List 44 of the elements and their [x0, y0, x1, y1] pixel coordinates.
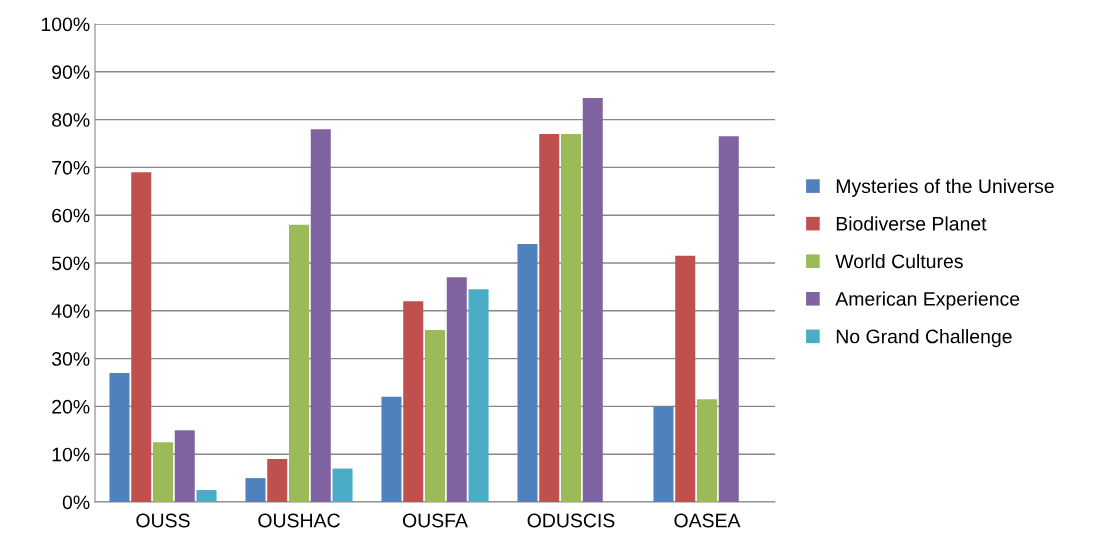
legend-label: World Cultures	[835, 253, 963, 269]
y-tick-label: 40%	[51, 304, 90, 319]
bar	[582, 98, 603, 502]
bar	[288, 224, 310, 502]
y-tick-label: 70%	[52, 160, 90, 175]
bar	[468, 289, 489, 502]
bar	[718, 136, 739, 502]
legend-label: Mysteries of the Universe	[836, 178, 1054, 197]
bar	[196, 490, 217, 502]
y-tick-label: 50%	[52, 256, 90, 271]
x-tick-label: OUSHAC	[258, 513, 340, 528]
bar	[653, 406, 674, 502]
bar	[152, 442, 174, 502]
bar	[560, 133, 582, 502]
bar	[517, 243, 538, 502]
x-tick-label: OASEA	[674, 513, 741, 528]
bar	[174, 430, 195, 502]
y-tick-label: 30%	[51, 352, 90, 366]
y-tick-label: 90%	[52, 65, 90, 80]
y-tick-label: 20%	[52, 399, 90, 414]
bar	[446, 277, 467, 502]
bar	[310, 129, 331, 502]
legend-label: American Experience	[835, 291, 1020, 310]
bar	[539, 133, 560, 502]
bar	[131, 172, 152, 502]
legend-label: No Grand Challenge	[836, 329, 1012, 348]
bar	[332, 468, 353, 502]
legend-label: Biodiverse Planet	[836, 216, 987, 231]
bar	[696, 399, 718, 502]
bar	[381, 396, 402, 502]
bar	[109, 372, 130, 502]
x-tick-label: ODUSCIS	[527, 513, 615, 528]
bar	[245, 478, 266, 502]
bar	[424, 329, 446, 502]
y-tick-label: 0%	[62, 495, 90, 510]
bar	[403, 301, 424, 502]
bar	[267, 458, 288, 502]
y-tick-label: 80%	[52, 113, 90, 127]
y-tick-label: 10%	[52, 447, 90, 462]
x-tick-label: OUSS	[136, 513, 190, 528]
y-tick-label: 100%	[41, 17, 90, 32]
y-tick-label: 60%	[52, 208, 90, 223]
bar	[675, 255, 696, 502]
x-tick-label: OUSFA	[402, 513, 468, 528]
